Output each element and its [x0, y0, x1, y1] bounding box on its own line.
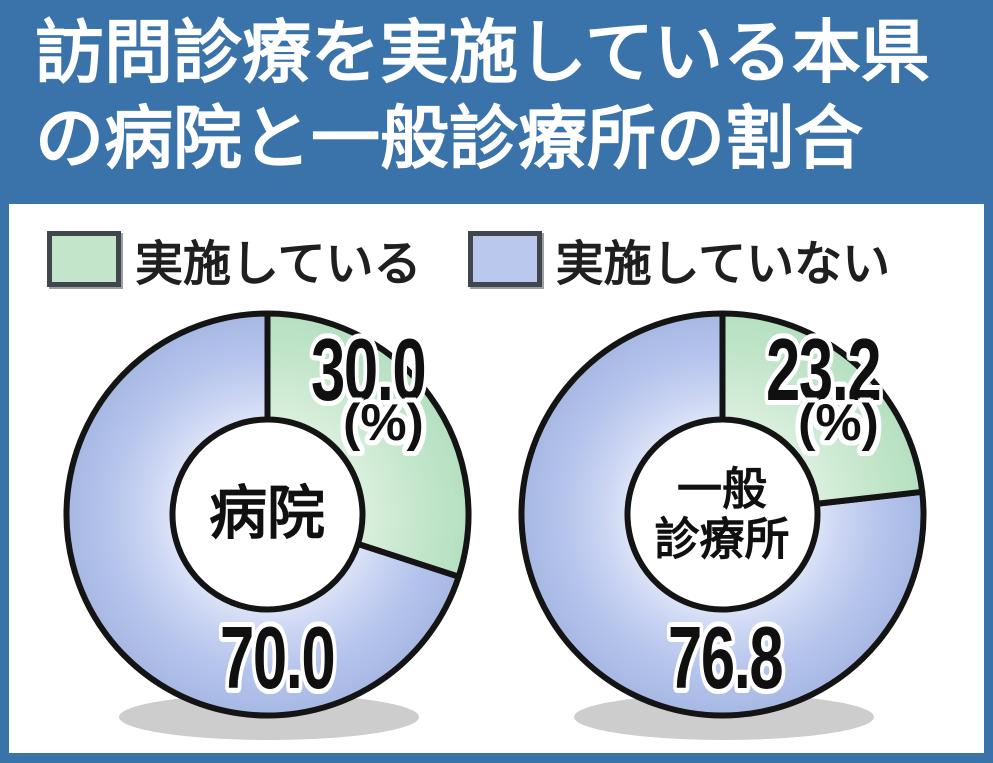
donut-svg-hospital [63, 310, 472, 719]
slice-not-implementing [63, 310, 462, 719]
legend-item-not-implementing: 実施していない [467, 224, 891, 294]
slice-implementing [264, 310, 472, 580]
donut-chart-general-clinic: 23.2 (%) 76.8 一般 診療所 [510, 302, 938, 753]
donut-svg-general-clinic [518, 310, 927, 719]
title-band: 訪問診療を実施している本県 の病院と一般診療所の割合 [9, 0, 984, 204]
title-line-2: の病院と一般診療所の割合 [35, 99, 863, 177]
legend-swatch-not-implementing-icon [467, 231, 542, 287]
value-not-implementing: 70.0 [220, 608, 336, 707]
donut-center-label-hospital: 病院 [208, 481, 326, 547]
legend-label-implementing: 実施している [135, 238, 422, 291]
chart-area: 実施している 実施していない [9, 204, 984, 753]
legend: 実施している 実施していない [47, 224, 890, 294]
slice-implementing [719, 310, 926, 507]
value-implementing: 23.2 [766, 320, 882, 419]
slice-not-implementing [518, 310, 927, 719]
legend-swatch-implementing-icon [47, 231, 121, 287]
title-line-1: 訪問診療を実施している本県 [35, 14, 930, 91]
value-implementing: 30.0 [311, 320, 427, 419]
charts-row: 30.0 (%) 70.0 病院 23.2 (%) 76.8 一般 診療所 [55, 302, 938, 753]
value-not-implementing: 76.8 [668, 608, 784, 707]
percent-unit-label: (%) [798, 394, 879, 452]
percent-unit-label: (%) [343, 394, 424, 452]
donut-chart-hospital: 30.0 (%) 70.0 病院 [55, 302, 483, 753]
legend-label-not-implementing: 実施していない [555, 238, 891, 291]
donut-center-label-general-clinic: 一般 診療所 [654, 463, 790, 564]
legend-item-implementing: 実施している [47, 224, 422, 294]
